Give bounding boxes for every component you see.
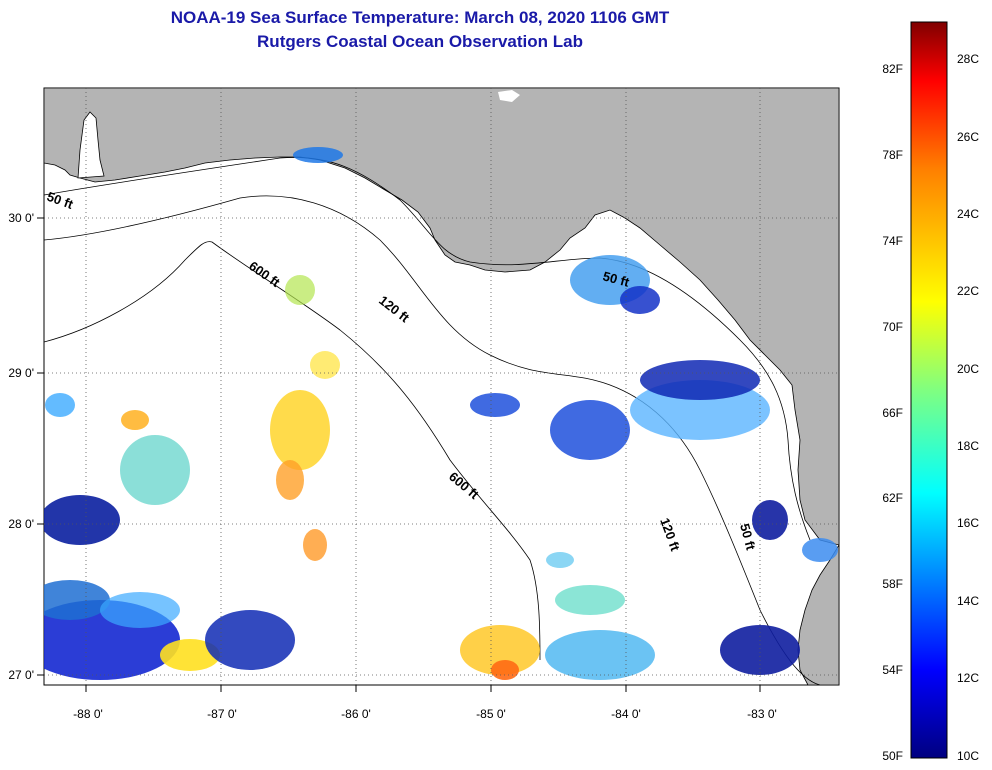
mobile-bay — [77, 111, 105, 179]
colorbar-c-label: 22C — [957, 284, 979, 298]
colorbar-f-label: 66F — [882, 406, 903, 420]
colorbar — [910, 21, 948, 759]
colorbar-f-label: 54F — [882, 663, 903, 677]
lat-tick-label: 28 0' — [8, 517, 34, 531]
map-subtitle: Rutgers Coastal Ocean Observation Lab — [257, 32, 583, 51]
colorbar-c-label: 26C — [957, 130, 979, 144]
lon-tick-label: -87 0' — [207, 707, 237, 721]
axis-ticks — [37, 217, 761, 692]
lon-tick-label: -86 0' — [341, 707, 371, 721]
colorbar-f-label: 70F — [882, 320, 903, 334]
colorbar-c-label: 20C — [957, 362, 979, 376]
colorbar-c-label: 12C — [957, 671, 979, 685]
lon-tick-label: -84 0' — [611, 707, 641, 721]
lon-tick-label: -85 0' — [476, 707, 506, 721]
lon-tick-label: -88 0' — [73, 707, 103, 721]
sst-patches — [44, 147, 838, 680]
lat-tick-label: 29 0' — [8, 366, 34, 380]
contour-120ft — [44, 195, 821, 685]
colorbar-c-label: 14C — [957, 594, 979, 608]
colorbar-c-label: 18C — [957, 439, 979, 453]
colorbar-c-label: 24C — [957, 207, 979, 221]
contour-label: 50 ft — [737, 522, 759, 552]
lake — [498, 90, 520, 102]
lat-tick-label: 27 0' — [8, 668, 34, 682]
colorbar-c-label: 10C — [957, 749, 979, 763]
colorbar-f-label: 62F — [882, 491, 903, 505]
colorbar-f-label: 82F — [882, 62, 903, 76]
colorbar-f-label: 78F — [882, 148, 903, 162]
colorbar-c-label: 28C — [957, 52, 979, 66]
colorbar-c-label: 16C — [957, 516, 979, 530]
colorbar-f-label: 58F — [882, 577, 903, 591]
map-gridlines — [44, 88, 839, 685]
contour-label: 50 ft — [601, 268, 631, 290]
contour-600ft — [44, 241, 541, 661]
colorbar-f-label: 74F — [882, 234, 903, 248]
map-title: NOAA-19 Sea Surface Temperature: March 0… — [170, 8, 670, 27]
contour-50ft — [44, 157, 811, 541]
lat-tick-label: 30 0' — [8, 211, 34, 225]
land-mass — [44, 88, 839, 546]
colorbar-f-label: 50F — [882, 749, 903, 763]
lon-tick-label: -83 0' — [747, 707, 777, 721]
florida-peninsula-coast — [797, 544, 839, 685]
